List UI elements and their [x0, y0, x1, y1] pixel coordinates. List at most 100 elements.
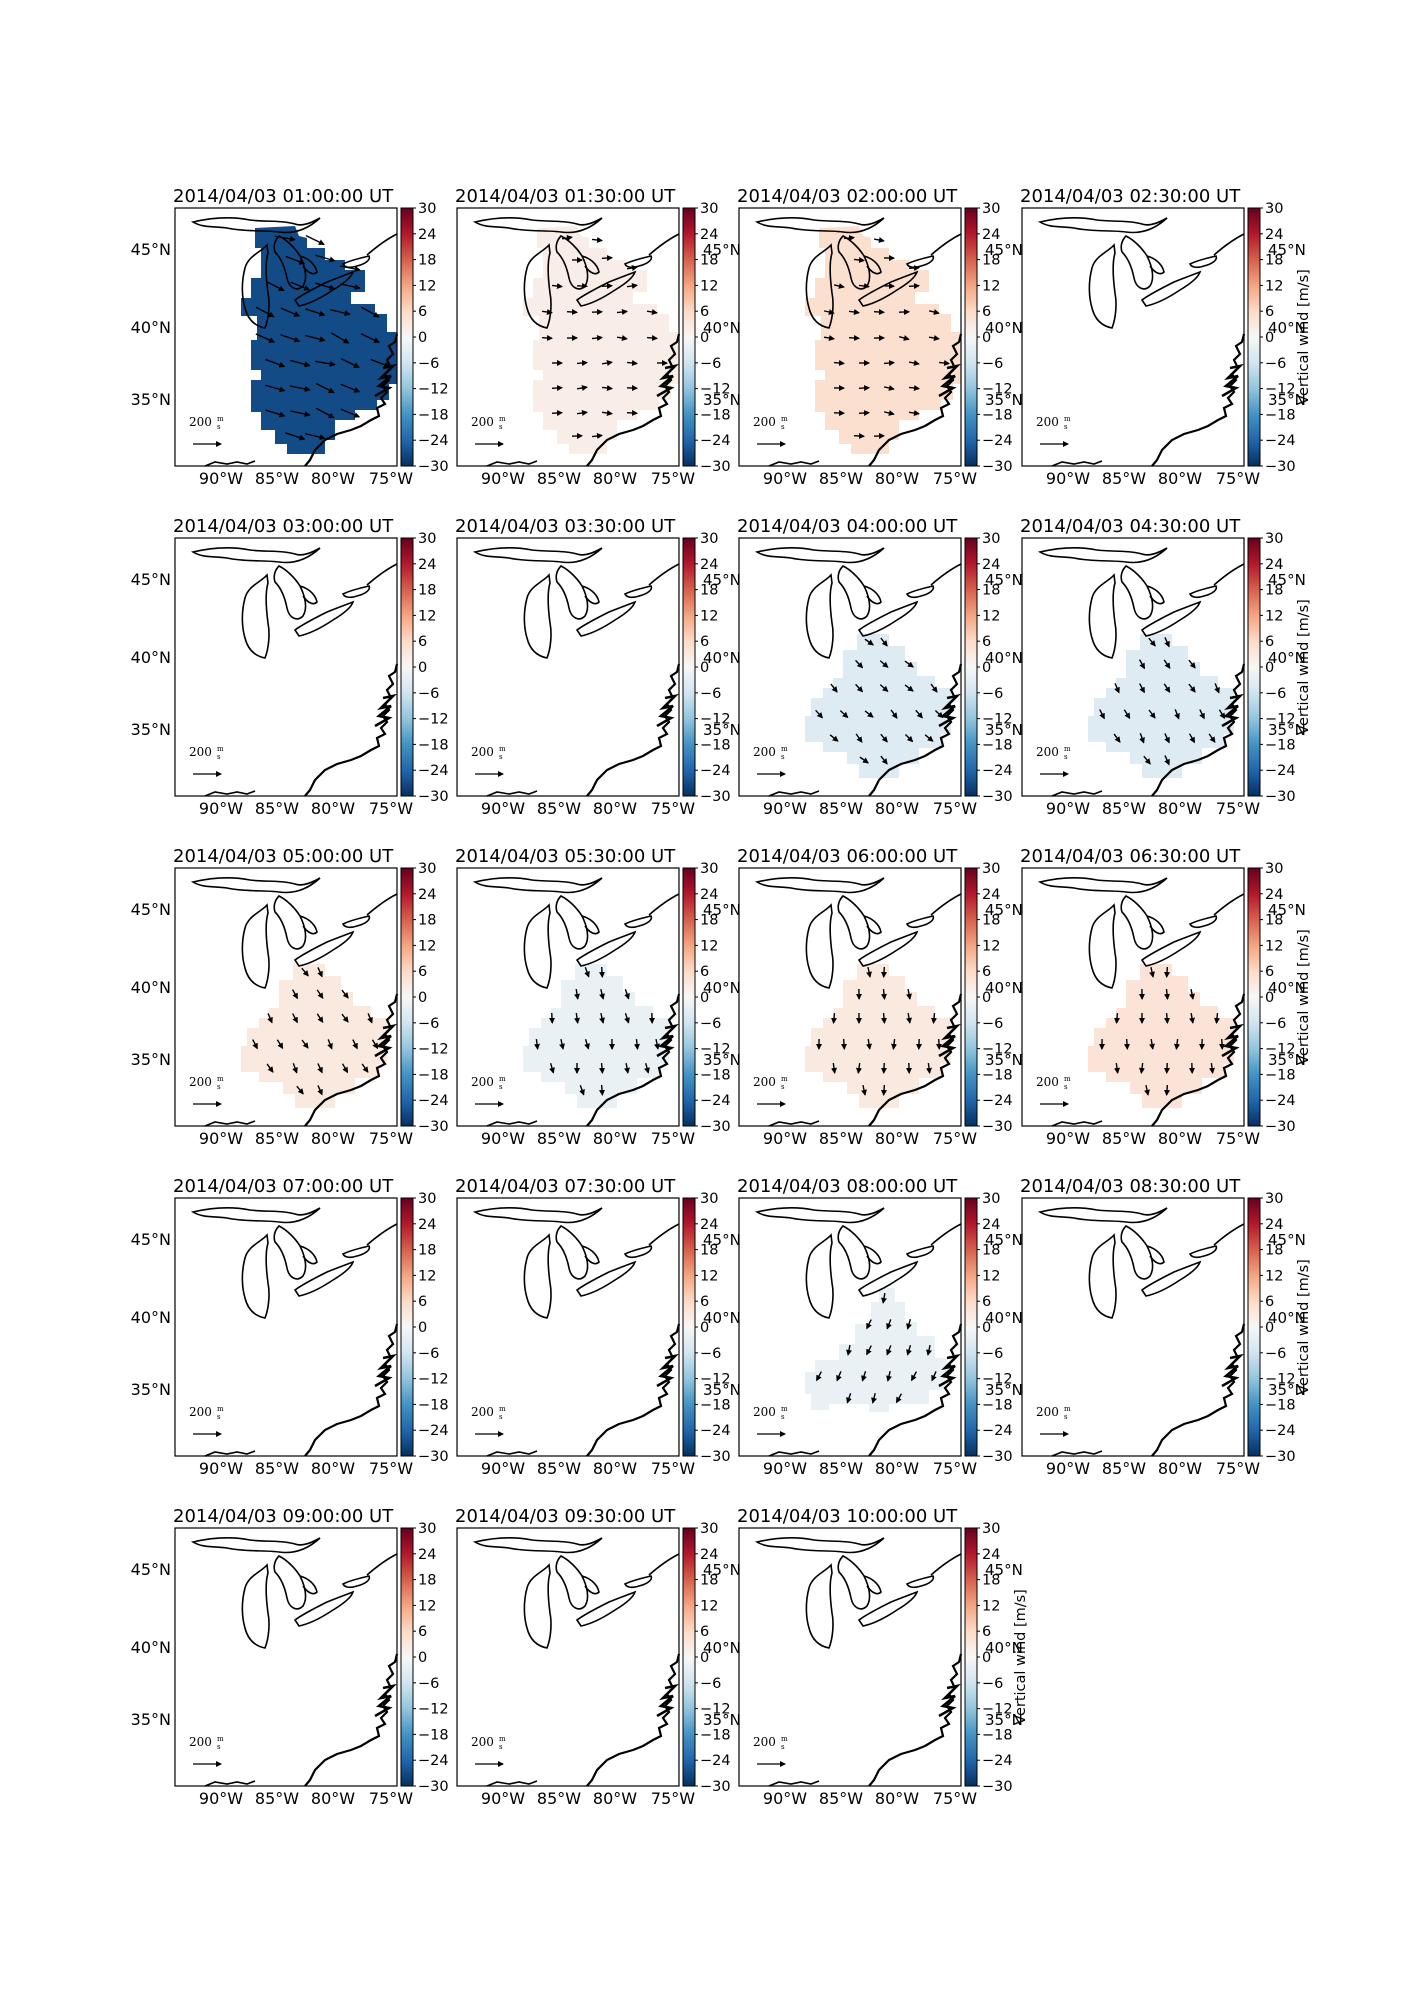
wind-arrow — [624, 1062, 630, 1074]
wind-arrow — [551, 385, 563, 391]
colorbar-tick-label: 18 — [418, 253, 436, 269]
colorbar-tick-label: 18 — [418, 913, 436, 929]
map-frame — [738, 207, 962, 467]
lon-label: 85°W — [537, 469, 581, 488]
wind-arrow — [883, 385, 895, 391]
lon-label: 90°W — [199, 1129, 243, 1148]
colorbar-tick-label: −18 — [418, 1397, 449, 1413]
panel-title: 2014/04/03 05:30:00 UT — [455, 846, 676, 867]
wind-arrow — [931, 1371, 937, 1382]
colorbar-tick-label: −18 — [700, 1067, 731, 1083]
colorbar-tick-label: 18 — [982, 1243, 1000, 1259]
wind-arrow — [624, 1013, 630, 1024]
wind-arrow — [551, 410, 563, 416]
wind-arrow — [879, 660, 889, 668]
wind-arrow — [574, 988, 580, 1000]
colorbar-tick-label: −24 — [982, 763, 1013, 779]
colorbar-tick-label: 12 — [700, 938, 718, 954]
wind-arrow — [285, 432, 306, 441]
lon-label: 85°W — [537, 799, 581, 818]
wind-arrow — [938, 360, 950, 366]
colorbar-tick-label: 0 — [418, 330, 427, 346]
lat-label: 40°N — [703, 649, 741, 667]
colorbar-tick-label: 18 — [700, 1573, 718, 1589]
lon-label: 85°W — [819, 1789, 863, 1808]
map-background — [1022, 208, 1244, 466]
colorbar-tick-label: 12 — [418, 1598, 436, 1614]
colorbar-tick-label: −24 — [982, 433, 1013, 449]
panel-title: 2014/04/03 03:30:00 UT — [455, 516, 676, 537]
lon-label: 80°W — [593, 469, 637, 488]
scale-unit-numerator: m — [1064, 1075, 1071, 1083]
colorbar-tick-label: −6 — [982, 1016, 1003, 1032]
colorbar-tick-label: 6 — [1265, 1294, 1274, 1310]
colorbar — [964, 1527, 978, 1787]
colorbar-tick-label: −24 — [1265, 1423, 1296, 1439]
vertical-wind-region — [805, 964, 951, 1108]
wind-arrow — [848, 309, 860, 315]
panel-title: 2014/04/03 08:30:00 UT — [1020, 1176, 1241, 1197]
lat-label: 35°N — [703, 1051, 741, 1069]
wind-arrow — [549, 1012, 555, 1024]
wind-arrow — [591, 335, 603, 341]
colorbar-tick-label: −18 — [1265, 1397, 1296, 1413]
colorbar-tick-label: 12 — [418, 938, 436, 954]
lon-label: 90°W — [763, 799, 807, 818]
colorbar-tick-label: 30 — [982, 1191, 1000, 1207]
scale-unit-denominator: s — [217, 1083, 221, 1091]
lon-label: 90°W — [199, 799, 243, 818]
wind-arrow — [291, 989, 299, 1000]
wind-arrow — [1164, 637, 1170, 648]
lon-label: 80°W — [593, 1789, 637, 1808]
map-frame — [1021, 207, 1245, 467]
wind-arrow — [305, 433, 326, 441]
colorbar-tick-label: 0 — [982, 330, 991, 346]
colorbar — [400, 207, 414, 467]
colorbar-tick-label: −6 — [418, 1346, 439, 1362]
colorbar-tick-label: −18 — [1265, 1067, 1296, 1083]
lon-label: 90°W — [763, 1129, 807, 1148]
colorbar-tick-label: 6 — [418, 1294, 427, 1310]
lat-label: 35°N — [131, 390, 171, 409]
lat-label: 40°N — [1268, 319, 1306, 337]
colorbar-tick-label: 18 — [418, 1243, 436, 1259]
colorbar-tick-label: −30 — [418, 1119, 449, 1135]
wind-arrow — [871, 1392, 877, 1404]
wind-arrow — [936, 1038, 942, 1050]
colorbar-tick-label: 12 — [418, 1268, 436, 1284]
wind-arrow — [292, 1063, 298, 1074]
lon-label: 75°W — [369, 799, 413, 818]
wind-arrow — [601, 283, 613, 289]
lon-label: 80°W — [311, 1129, 355, 1148]
colorbar-tick-label: 30 — [982, 861, 1000, 877]
lon-label: 90°W — [481, 469, 525, 488]
colorbar-tick-label: −6 — [982, 1346, 1003, 1362]
wind-arrow — [599, 966, 605, 978]
scale-unit-numerator: m — [499, 415, 506, 423]
colorbar-tick-label: 30 — [982, 1521, 1000, 1537]
lon-label: 80°W — [1158, 1129, 1202, 1148]
lat-label: 35°N — [1268, 391, 1306, 409]
colorbar-tick-label: 12 — [700, 608, 718, 624]
colorbar-tick-label: −24 — [700, 1423, 731, 1439]
scale-unit-numerator: m — [217, 1405, 224, 1413]
colorbar-tick-label: 24 — [1265, 557, 1283, 573]
lat-label: 45°N — [703, 241, 741, 259]
colorbar-tick-label: 6 — [700, 1624, 709, 1640]
wind-arrow — [1164, 755, 1170, 766]
map-frame — [174, 207, 398, 467]
wind-arrow — [886, 1370, 892, 1382]
wind-arrow — [883, 410, 895, 416]
lat-label: 40°N — [703, 979, 741, 997]
lat-label: 45°N — [703, 1231, 741, 1249]
map-frame — [456, 537, 680, 797]
wind-arrow — [910, 1371, 918, 1382]
colorbar-tick-label: 0 — [982, 990, 991, 1006]
colorbar-tick-label: −12 — [982, 382, 1013, 398]
colorbar-tick-label: −12 — [418, 1702, 449, 1718]
wind-arrow — [292, 1013, 298, 1024]
scale-label: 200 — [753, 415, 776, 429]
wind-arrow — [255, 306, 275, 318]
colorbar-tick-label: 24 — [1265, 227, 1283, 243]
wind-arrow — [881, 1084, 887, 1096]
